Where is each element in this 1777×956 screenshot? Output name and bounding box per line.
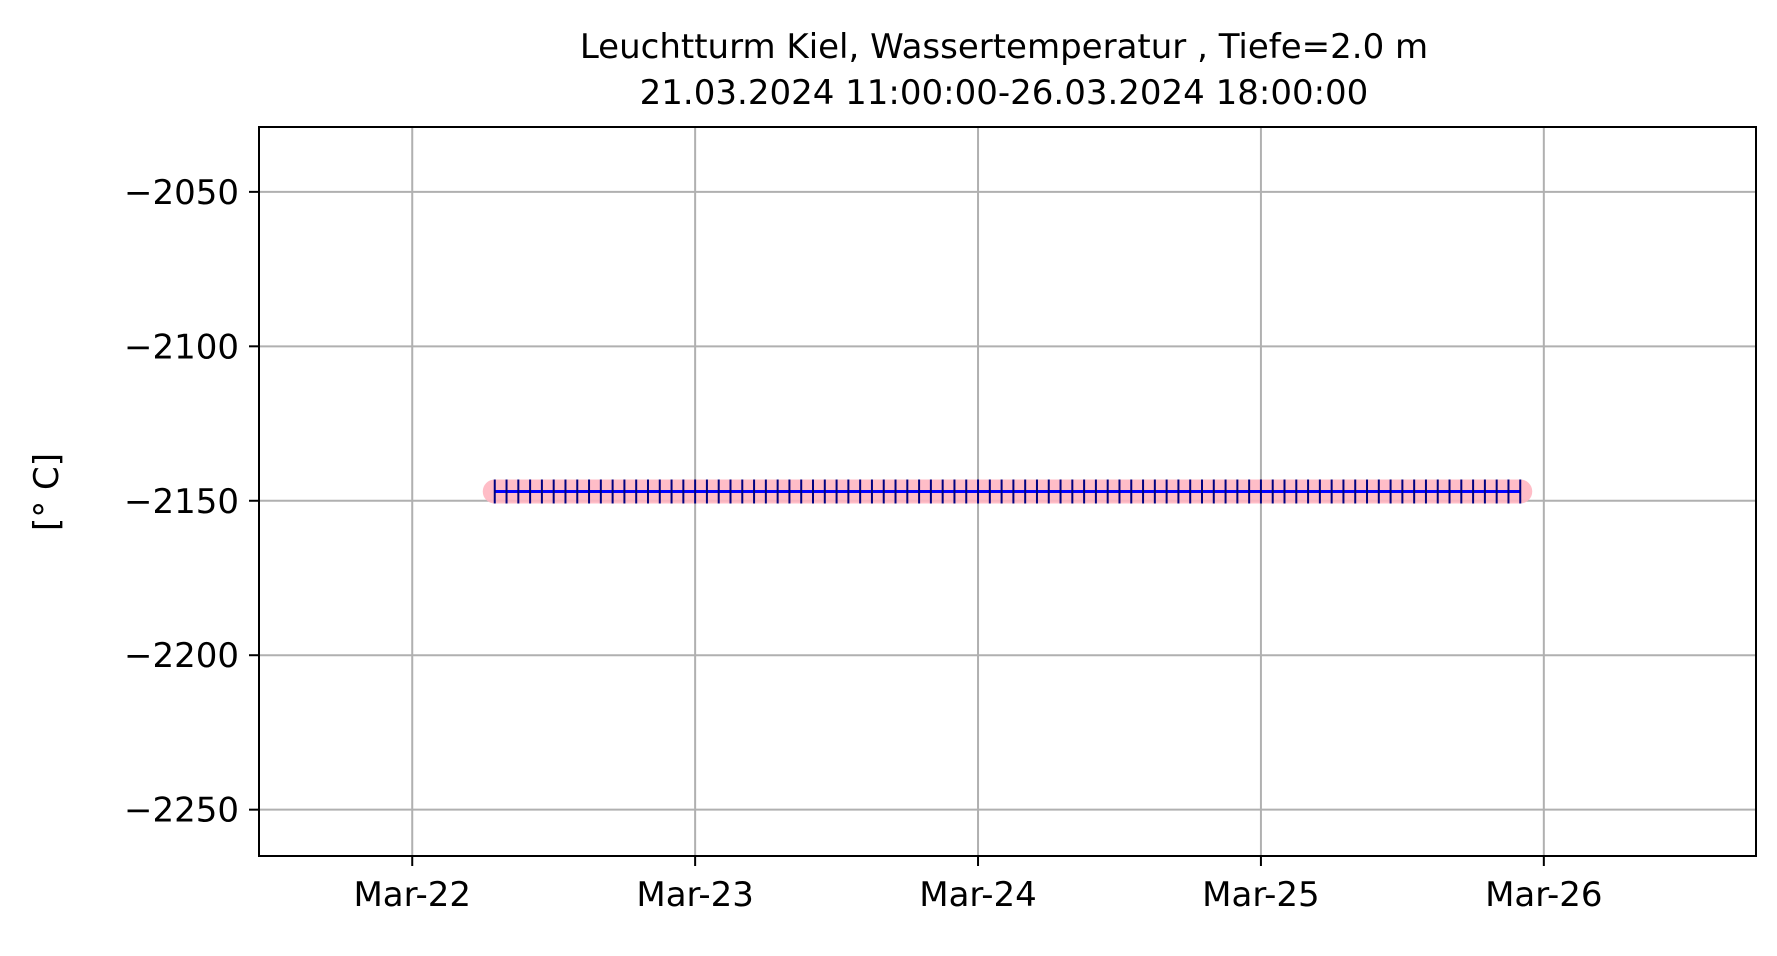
x-tick-label: Mar-24 [919,875,1037,915]
ticks: Mar-22 Mar-23 Mar-24 Mar-25 Mar-26 −2050 −2100… [124,173,1603,915]
chart-title-line2: 21.03.2024 11:00:00-26.03.2024 18:00:00 [640,73,1369,113]
plot-frame [258,126,1757,857]
plot-data [482,479,1533,504]
chart-title-line1: Leuchtturm Kiel, Wassertemperatur , Tief… [580,27,1428,67]
y-axis-label: [° C] [27,453,67,531]
grid [259,127,1756,856]
y-tick-label: −2100 [124,327,239,367]
y-tick-label: −2200 [124,636,239,676]
x-tick-label: Mar-22 [353,875,471,915]
y-tick-label: −2050 [124,173,239,213]
y-tick-label: −2150 [124,482,239,522]
x-tick-label: Mar-25 [1202,875,1320,915]
x-tick-label: Mar-26 [1485,875,1603,915]
y-tick-label: −2250 [124,791,239,831]
x-tick-label: Mar-23 [636,875,754,915]
